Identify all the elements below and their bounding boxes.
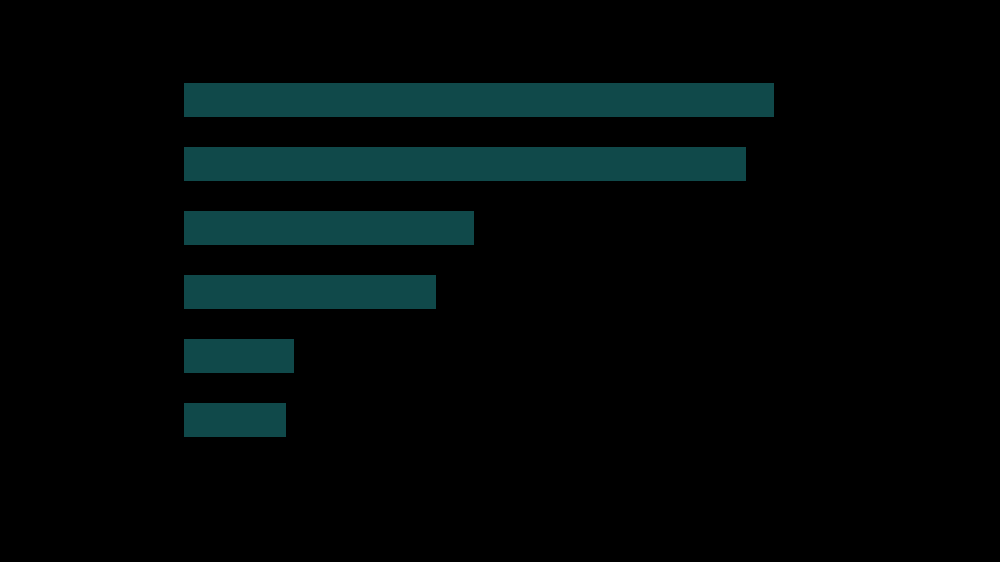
bar-5 (184, 403, 286, 437)
bar-0 (184, 83, 774, 117)
bar-1 (184, 147, 746, 181)
bar-4 (184, 339, 294, 373)
bar-2 (184, 211, 474, 245)
bar-3 (184, 275, 436, 309)
bar-chart (184, 83, 824, 483)
